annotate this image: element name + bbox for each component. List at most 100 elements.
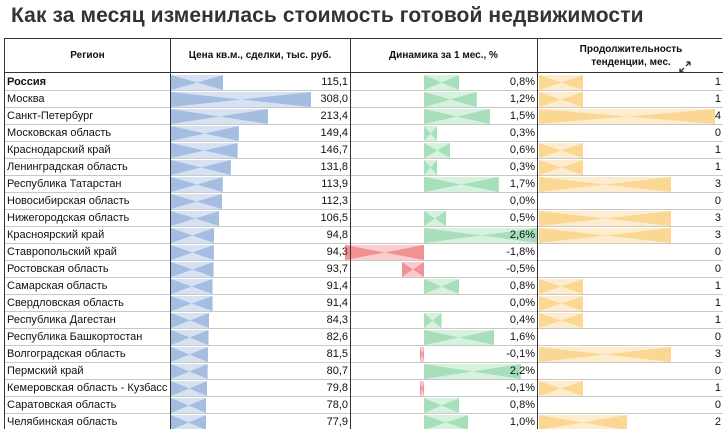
change-bar	[424, 211, 446, 226]
price-bar	[171, 364, 208, 379]
price-bar	[171, 347, 209, 362]
duration-cell: 1	[714, 93, 721, 105]
duration-cell: 0	[714, 399, 721, 411]
duration-bar	[539, 296, 583, 311]
duration-cell: 3	[714, 178, 721, 190]
price-cell: 112,3	[321, 195, 348, 207]
duration-cell: 2	[714, 416, 721, 428]
price-bar	[171, 313, 210, 328]
price-bar	[171, 279, 213, 294]
region-cell: Краснодарский край	[7, 144, 111, 156]
price-cell: 80,7	[326, 365, 348, 377]
page-title: Как за месяц изменилась стоимость готово…	[11, 4, 644, 27]
duration-bar	[539, 177, 671, 192]
price-cell: 113,9	[321, 178, 348, 190]
price-bar	[171, 75, 224, 90]
change-bar	[424, 364, 521, 379]
price-bar	[171, 330, 209, 345]
price-cell: 84,3	[326, 314, 348, 326]
price-cell: 131,8	[320, 161, 348, 173]
region-cell: Пермский край	[7, 365, 84, 377]
region-cell: Россия	[7, 76, 47, 88]
region-cell: Республика Дагестан	[7, 314, 116, 326]
region-cell: Ставропольский край	[7, 246, 117, 258]
duration-cell: 3	[714, 348, 721, 360]
duration-bar	[539, 347, 671, 362]
change-bar	[419, 347, 424, 362]
table-row: Ростовская область 93,7 -0,5% 0	[5, 261, 723, 278]
change-cell: -0,5%	[506, 263, 535, 275]
table-row: Ленинградская область 131,8 0,3% 1	[5, 159, 723, 176]
price-bar	[171, 245, 214, 260]
price-cell: 79,8	[326, 382, 348, 394]
region-cell: Кемеровская область - Кузбасс	[7, 382, 168, 394]
change-bar	[424, 126, 438, 141]
change-bar	[424, 75, 460, 90]
price-cell: 308,0	[320, 93, 348, 105]
duration-cell: 3	[714, 212, 721, 224]
duration-cell: 1	[714, 382, 721, 394]
duration-cell: 0	[714, 195, 721, 207]
price-cell: 82,6	[326, 331, 348, 343]
price-cell: 94,3	[326, 246, 348, 258]
table-row: Россия 115,1 0,8% 1	[5, 74, 723, 91]
change-cell: 0,6%	[509, 144, 535, 156]
change-cell: 0,8%	[509, 399, 535, 411]
table-row: Нижегородская область 106,5 0,5% 3	[5, 210, 723, 227]
change-bar	[402, 262, 424, 277]
duration-bar	[539, 160, 583, 175]
duration-bar	[539, 109, 715, 124]
duration-bar	[539, 415, 627, 429]
change-cell: 1,2%	[509, 93, 535, 105]
change-bar	[424, 177, 499, 192]
table-row: Республика Дагестан 84,3 0,4% 1	[5, 312, 723, 329]
change-bar	[424, 228, 539, 243]
table-row: Московская область 149,4 0,3% 0	[5, 125, 723, 142]
price-bar	[171, 211, 220, 226]
duration-cell: 1	[714, 297, 721, 309]
change-cell: 1,0%	[509, 416, 535, 428]
change-bar	[424, 313, 442, 328]
change-cell: -0,1%	[506, 382, 535, 394]
change-cell: -1,8%	[506, 246, 535, 258]
table-row: Самарская область 91,4 0,8% 1	[5, 278, 723, 295]
region-cell: Самарская область	[7, 280, 108, 292]
price-bar	[171, 262, 214, 277]
price-cell: 94,8	[326, 229, 348, 241]
price-bar	[171, 398, 207, 413]
header-region: Регион	[5, 39, 170, 73]
header-duration-line2: тенденции, мес.	[591, 56, 671, 68]
table-row: Москва 308,0 1,2% 1	[5, 91, 723, 108]
table-row: Ставропольский край 94,3 -1,8% 0	[5, 244, 723, 261]
price-bar	[171, 415, 207, 429]
header-change: Динамика за 1 мес., %	[350, 39, 537, 73]
price-bar	[171, 194, 223, 209]
price-cell: 115,1	[321, 76, 348, 88]
expand-icon[interactable]	[678, 60, 692, 74]
price-cell: 213,4	[320, 110, 348, 122]
price-bar	[171, 296, 213, 311]
price-bar	[171, 177, 223, 192]
region-cell: Новосибирская область	[7, 195, 130, 207]
change-cell: 0,3%	[509, 127, 535, 139]
duration-bar	[539, 313, 583, 328]
table-row: Республика Татарстан 113,9 1,7% 3	[5, 176, 723, 193]
duration-bar	[539, 211, 671, 226]
price-cell: 149,4	[320, 127, 348, 139]
duration-cell: 0	[714, 127, 721, 139]
region-cell: Нижегородская область	[7, 212, 130, 224]
region-cell: Республика Башкортостан	[7, 331, 143, 343]
table-row: Свердловская область 91,4 0,0% 1	[5, 295, 723, 312]
column-divider	[170, 39, 171, 429]
price-bar	[171, 381, 208, 396]
table-row: Краснодарский край 146,7 0,6% 1	[5, 142, 723, 159]
duration-cell: 1	[714, 161, 721, 173]
table-row: Саратовская область 78,0 0,8% 0	[5, 397, 723, 414]
change-bar	[424, 398, 460, 413]
price-bar	[171, 143, 238, 158]
change-bar	[424, 415, 468, 429]
table-row: Кемеровская область - Кузбасс 79,8 -0,1% 1	[5, 380, 723, 397]
duration-cell: 0	[714, 331, 721, 343]
region-cell: Ростовская область	[7, 263, 109, 275]
change-cell: 0,0%	[509, 195, 535, 207]
